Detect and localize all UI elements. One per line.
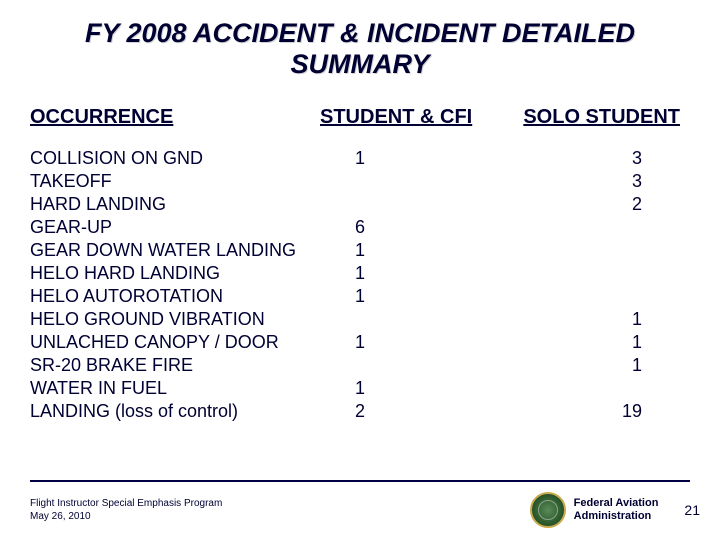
row-val2: 3 <box>380 147 690 170</box>
footer-left: Flight Instructor Special Emphasis Progr… <box>30 497 222 523</box>
title-line-2: SUMMARY <box>290 49 429 79</box>
row-val1 <box>340 354 380 377</box>
row-val2 <box>380 262 690 285</box>
row-val1: 2 <box>340 400 380 423</box>
row-label: HARD LANDING <box>30 193 340 216</box>
row-label: SR-20 BRAKE FIRE <box>30 354 340 377</box>
row-val2: 1 <box>380 308 690 331</box>
table-row: LANDING (loss of control) 2 19 <box>30 400 690 423</box>
table-headers: OCCURRENCE STUDENT & CFI SOLO STUDENT <box>30 106 690 129</box>
table-row: WATER IN FUEL 1 <box>30 377 690 400</box>
row-label: HELO GROUND VIBRATION <box>30 308 340 331</box>
row-val2: 1 <box>380 331 690 354</box>
table-row: HELO GROUND VIBRATION 1 <box>30 308 690 331</box>
header-occurrence: OCCURRENCE <box>30 106 320 129</box>
row-label: COLLISION ON GND <box>30 147 340 170</box>
row-val2 <box>380 239 690 262</box>
page-number: 21 <box>684 502 700 518</box>
row-val2 <box>380 377 690 400</box>
slide: FY 2008 ACCIDENT & INCIDENT DETAILED SUM… <box>0 0 720 540</box>
agency-name: Federal Aviation Administration <box>574 497 659 523</box>
row-label: GEAR DOWN WATER LANDING <box>30 239 340 262</box>
table-rows: COLLISION ON GND 1 3 TAKEOFF 3 HARD LAND… <box>30 147 690 423</box>
header-student-cfi: STUDENT & CFI <box>320 106 490 129</box>
slide-title: FY 2008 ACCIDENT & INCIDENT DETAILED SUM… <box>30 18 690 80</box>
table-row: HELO HARD LANDING 1 <box>30 262 690 285</box>
row-label: UNLACHED CANOPY / DOOR <box>30 331 340 354</box>
row-val1: 6 <box>340 216 380 239</box>
row-val1: 1 <box>340 147 380 170</box>
row-val2: 1 <box>380 354 690 377</box>
row-val2: 19 <box>380 400 690 423</box>
footer: Flight Instructor Special Emphasis Progr… <box>30 492 700 528</box>
row-val2 <box>380 216 690 239</box>
table-row: HARD LANDING 2 <box>30 193 690 216</box>
table-row: GEAR DOWN WATER LANDING 1 <box>30 239 690 262</box>
header-solo-student: SOLO STUDENT <box>490 106 690 129</box>
row-label: WATER IN FUEL <box>30 377 340 400</box>
row-label: GEAR-UP <box>30 216 340 239</box>
table-row: HELO AUTOROTATION 1 <box>30 285 690 308</box>
row-val1 <box>340 193 380 216</box>
faa-seal-icon <box>530 492 566 528</box>
row-val2: 2 <box>380 193 690 216</box>
row-label: HELO AUTOROTATION <box>30 285 340 308</box>
row-label: HELO HARD LANDING <box>30 262 340 285</box>
footer-divider <box>30 480 690 482</box>
row-val1: 1 <box>340 331 380 354</box>
footer-right: Federal Aviation Administration 21 <box>530 492 700 528</box>
row-label: LANDING (loss of control) <box>30 400 340 423</box>
table-row: COLLISION ON GND 1 3 <box>30 147 690 170</box>
row-val1: 1 <box>340 285 380 308</box>
agency-line-2: Administration <box>574 510 659 523</box>
table-row: SR-20 BRAKE FIRE 1 <box>30 354 690 377</box>
row-val1 <box>340 170 380 193</box>
row-val1 <box>340 308 380 331</box>
row-label: TAKEOFF <box>30 170 340 193</box>
title-line-1: FY 2008 ACCIDENT & INCIDENT DETAILED <box>85 18 635 48</box>
row-val2: 3 <box>380 170 690 193</box>
row-val1: 1 <box>340 262 380 285</box>
table-row: UNLACHED CANOPY / DOOR 1 1 <box>30 331 690 354</box>
table-row: GEAR-UP 6 <box>30 216 690 239</box>
footer-program: Flight Instructor Special Emphasis Progr… <box>30 497 222 510</box>
row-val1: 1 <box>340 239 380 262</box>
row-val2 <box>380 285 690 308</box>
agency-line-1: Federal Aviation <box>574 497 659 510</box>
row-val1: 1 <box>340 377 380 400</box>
footer-date: May 26, 2010 <box>30 510 222 523</box>
table-row: TAKEOFF 3 <box>30 170 690 193</box>
